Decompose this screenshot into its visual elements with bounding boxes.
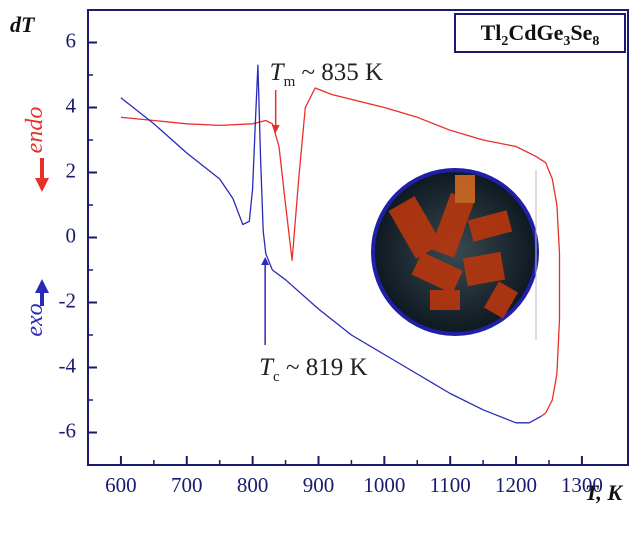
x-tick-label: 800 (237, 473, 269, 497)
annotation-part: ~ 819 K (280, 354, 368, 381)
annotation-arrowhead (271, 125, 280, 133)
y-tick-label: -2 (59, 288, 77, 312)
annotation: Tc ~ 819 K (259, 354, 367, 385)
annotation-part: c (273, 369, 280, 385)
y-tick-label: 0 (66, 223, 77, 247)
y-tick-label: 2 (66, 158, 77, 182)
exo-marker: exo (22, 279, 49, 337)
legend-endo: endo (22, 107, 48, 154)
x-tick-label: 1100 (430, 473, 471, 497)
data-line (120, 64, 542, 424)
x-tick-label: 1200 (495, 473, 537, 497)
annotation: Tm ~ 835 K (270, 59, 383, 90)
y-tick-label: 4 (66, 93, 77, 117)
compound-box (454, 13, 626, 53)
annotation-part: T (270, 59, 286, 86)
x-tick-label: 1000 (363, 473, 405, 497)
x-axis-label: T, K (585, 480, 623, 505)
x-tick-label: 600 (105, 473, 137, 497)
data-line (120, 87, 561, 417)
x-tick-label: 700 (171, 473, 203, 497)
compound-label: Tl2CdGe3Se8 (481, 20, 600, 49)
y-tick-label: -4 (59, 353, 77, 377)
y-axis-label: dT (10, 12, 36, 37)
annotation-part: T (259, 354, 275, 381)
y-tick-label: 6 (66, 28, 77, 52)
annotation-part: ~ 835 K (295, 59, 383, 86)
x-tick-label: 900 (303, 473, 335, 497)
x-tick-label: 1300 (561, 473, 603, 497)
annotation-arrowhead (261, 257, 270, 265)
legend-exo: exo (22, 303, 48, 336)
y-tick-label: -6 (59, 418, 77, 442)
endo-marker: endo (22, 107, 49, 192)
photo-inset (371, 168, 539, 340)
annotation-part: m (284, 74, 296, 90)
